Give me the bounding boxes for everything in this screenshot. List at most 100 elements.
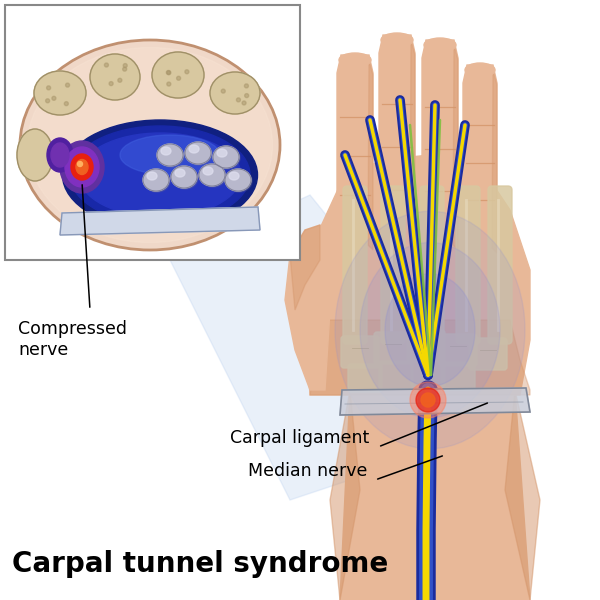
- Circle shape: [179, 76, 183, 80]
- Polygon shape: [505, 390, 540, 600]
- Circle shape: [51, 98, 55, 102]
- FancyBboxPatch shape: [341, 336, 379, 368]
- Polygon shape: [310, 320, 530, 395]
- Circle shape: [118, 79, 122, 83]
- Ellipse shape: [76, 160, 88, 175]
- Ellipse shape: [229, 172, 239, 180]
- Circle shape: [223, 85, 226, 89]
- Ellipse shape: [225, 169, 251, 191]
- Ellipse shape: [199, 164, 225, 186]
- Ellipse shape: [34, 71, 86, 115]
- Polygon shape: [453, 45, 458, 250]
- Ellipse shape: [79, 133, 241, 217]
- Circle shape: [176, 80, 180, 84]
- Ellipse shape: [385, 274, 475, 386]
- Circle shape: [239, 83, 243, 88]
- FancyBboxPatch shape: [348, 364, 382, 392]
- Ellipse shape: [62, 120, 257, 230]
- Ellipse shape: [161, 147, 171, 155]
- Ellipse shape: [152, 52, 204, 98]
- Circle shape: [113, 70, 116, 74]
- Ellipse shape: [147, 172, 157, 180]
- Polygon shape: [305, 155, 530, 395]
- FancyBboxPatch shape: [420, 186, 444, 344]
- Circle shape: [235, 93, 238, 97]
- FancyBboxPatch shape: [439, 334, 477, 366]
- Text: Compressed
nerve: Compressed nerve: [18, 320, 127, 359]
- FancyBboxPatch shape: [469, 338, 507, 370]
- Ellipse shape: [335, 211, 525, 449]
- Text: Carpal tunnel syndrome: Carpal tunnel syndrome: [12, 550, 388, 578]
- Polygon shape: [337, 55, 373, 260]
- Ellipse shape: [213, 146, 239, 168]
- Ellipse shape: [47, 138, 73, 172]
- Ellipse shape: [51, 143, 69, 167]
- Text: Carpal ligament: Carpal ligament: [230, 429, 369, 447]
- Ellipse shape: [158, 145, 184, 167]
- FancyBboxPatch shape: [441, 362, 475, 390]
- Ellipse shape: [214, 147, 240, 169]
- Circle shape: [176, 82, 181, 86]
- Circle shape: [55, 84, 59, 88]
- Ellipse shape: [200, 165, 226, 187]
- Polygon shape: [422, 40, 458, 260]
- FancyBboxPatch shape: [407, 330, 445, 362]
- Circle shape: [416, 388, 440, 412]
- Ellipse shape: [70, 126, 250, 224]
- Circle shape: [117, 80, 121, 84]
- Ellipse shape: [144, 170, 170, 192]
- Ellipse shape: [17, 129, 53, 181]
- Polygon shape: [290, 225, 320, 310]
- FancyBboxPatch shape: [374, 332, 412, 364]
- FancyBboxPatch shape: [379, 361, 413, 389]
- Circle shape: [55, 85, 59, 88]
- Polygon shape: [410, 40, 415, 250]
- Ellipse shape: [65, 147, 99, 187]
- Ellipse shape: [120, 135, 220, 175]
- Ellipse shape: [186, 143, 212, 165]
- Ellipse shape: [20, 40, 280, 250]
- Ellipse shape: [360, 242, 500, 418]
- Polygon shape: [368, 60, 373, 250]
- Ellipse shape: [210, 72, 260, 114]
- Circle shape: [189, 70, 193, 73]
- Circle shape: [242, 101, 247, 105]
- Ellipse shape: [71, 154, 93, 180]
- Ellipse shape: [203, 167, 213, 175]
- Circle shape: [114, 79, 118, 83]
- Ellipse shape: [217, 149, 227, 157]
- Polygon shape: [340, 388, 530, 415]
- Polygon shape: [60, 207, 260, 235]
- Ellipse shape: [90, 54, 140, 100]
- Circle shape: [62, 82, 66, 86]
- Ellipse shape: [189, 145, 199, 153]
- Ellipse shape: [381, 33, 413, 47]
- Polygon shape: [463, 65, 497, 263]
- Ellipse shape: [171, 166, 197, 188]
- Ellipse shape: [143, 169, 169, 191]
- Polygon shape: [492, 70, 497, 253]
- Ellipse shape: [28, 47, 272, 242]
- Circle shape: [124, 65, 128, 69]
- FancyBboxPatch shape: [381, 186, 405, 344]
- FancyBboxPatch shape: [5, 5, 300, 260]
- Ellipse shape: [226, 170, 252, 192]
- Circle shape: [235, 81, 239, 85]
- FancyBboxPatch shape: [411, 359, 445, 387]
- FancyBboxPatch shape: [488, 186, 512, 344]
- FancyBboxPatch shape: [456, 186, 480, 344]
- Polygon shape: [330, 390, 360, 600]
- Polygon shape: [170, 195, 500, 500]
- Polygon shape: [340, 390, 530, 600]
- Text: Median nerve: Median nerve: [248, 462, 367, 480]
- Circle shape: [65, 85, 69, 88]
- Ellipse shape: [185, 142, 211, 164]
- Circle shape: [421, 393, 435, 407]
- Ellipse shape: [465, 63, 495, 77]
- Ellipse shape: [172, 167, 198, 189]
- Polygon shape: [379, 35, 415, 260]
- Circle shape: [410, 382, 446, 418]
- FancyBboxPatch shape: [343, 186, 367, 344]
- Ellipse shape: [157, 144, 183, 166]
- Ellipse shape: [60, 141, 104, 193]
